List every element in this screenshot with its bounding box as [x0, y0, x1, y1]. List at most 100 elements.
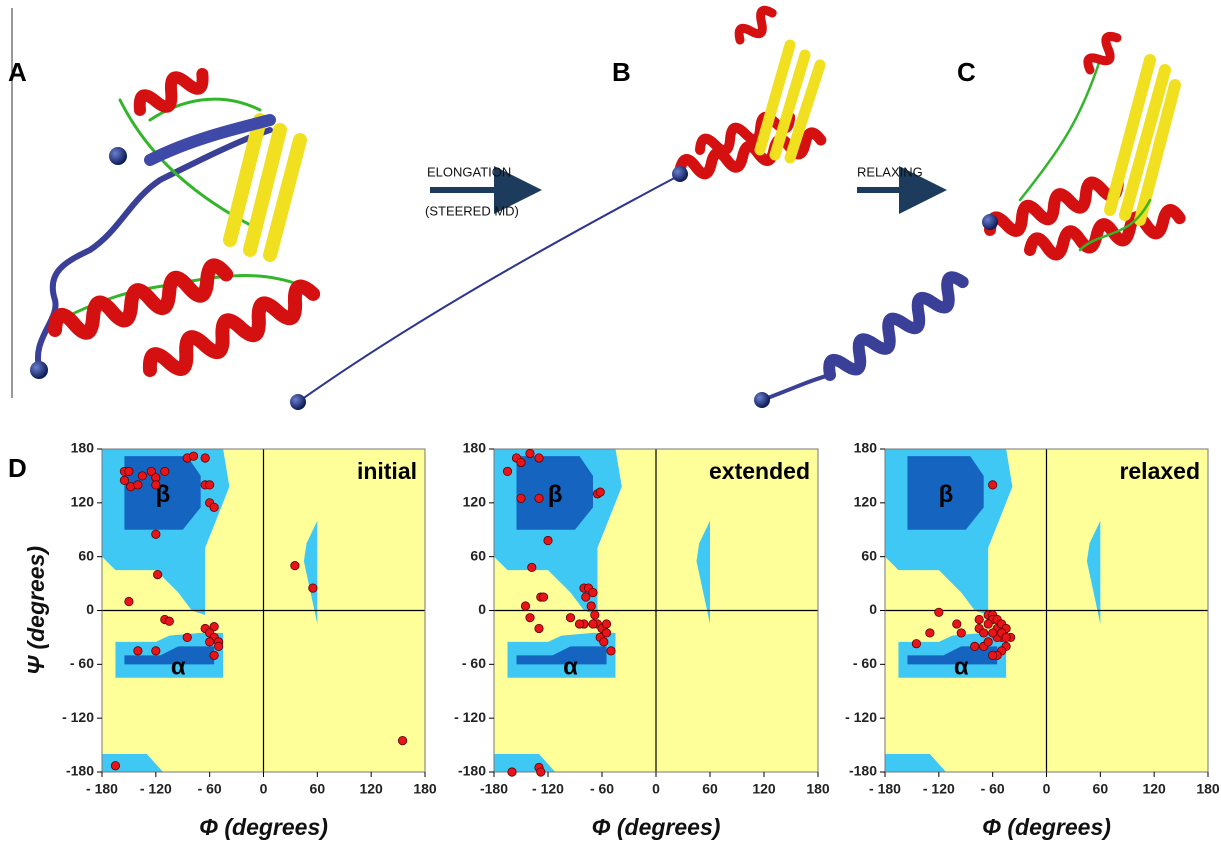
point: [205, 480, 215, 490]
panel-label: A: [8, 57, 27, 87]
plot: - 180 - 120 - 60 0 60 120 180 -180 - 120 - 60 0 60 1…: [23, 440, 437, 840]
x-tick-label: - 60: [981, 781, 1005, 797]
point: [536, 767, 546, 777]
step-label: (STEERED MD): [425, 203, 519, 218]
point: [151, 529, 161, 539]
x-tick-label: - 120: [140, 781, 172, 797]
point: [151, 480, 161, 490]
point: [153, 570, 163, 580]
y-tick-label: 120: [463, 494, 487, 510]
point: [209, 622, 219, 632]
point: [911, 639, 922, 649]
point: [534, 453, 544, 463]
point: [205, 637, 215, 647]
y-tick-label: 180: [71, 440, 95, 456]
region-label: α: [563, 653, 578, 680]
point: [988, 650, 998, 660]
plot: -180 - 120 - 60 0 60 120 180 -180 - 120 - 60 0 60 12…: [454, 440, 830, 840]
y-axis-title: Ψ (degrees): [23, 546, 49, 675]
x-axis-title: Φ (degrees): [982, 814, 1111, 840]
point: [124, 596, 134, 607]
x-tick-label: 120: [1142, 781, 1166, 797]
y-tick-label: 60: [861, 547, 877, 563]
point: [502, 466, 513, 477]
y-tick-label: - 120: [845, 709, 877, 725]
y-tick-label: - 60: [853, 655, 877, 671]
x-tick-label: 120: [752, 781, 776, 797]
point: [534, 493, 544, 503]
point: [543, 535, 553, 546]
point: [988, 480, 998, 490]
region: [1086, 520, 1101, 624]
y-tick-label: 60: [78, 547, 94, 563]
x-tick-label: 60: [702, 781, 718, 797]
point: [574, 619, 585, 629]
point: [538, 592, 549, 602]
panel-label: C: [957, 57, 976, 87]
point: [934, 607, 944, 617]
point: [525, 448, 535, 459]
point: [581, 592, 591, 602]
point: [988, 628, 998, 638]
point: [983, 619, 993, 629]
point: [182, 632, 192, 643]
point: [133, 646, 143, 656]
point: [200, 453, 210, 463]
y-tick-label: 120: [854, 494, 878, 510]
y-tick-label: 0: [869, 601, 877, 617]
protein-a: [30, 68, 321, 379]
point: [133, 480, 143, 490]
region-label: α: [171, 653, 186, 680]
x-tick-label: 180: [806, 781, 830, 797]
panel-label: B: [612, 57, 631, 87]
x-tick-label: 60: [310, 781, 326, 797]
point: [601, 619, 612, 629]
panel-label: D: [8, 453, 27, 483]
y-tick-label: 180: [463, 440, 487, 456]
y-tick-label: -180: [849, 763, 877, 779]
point: [160, 466, 170, 477]
x-axis-title: Φ (degrees): [199, 814, 328, 840]
region-label: β: [548, 481, 563, 508]
y-tick-label: 0: [478, 601, 486, 617]
point: [110, 761, 121, 771]
point: [119, 475, 130, 486]
x-tick-label: - 120: [532, 781, 564, 797]
point: [214, 641, 224, 651]
point: [397, 735, 408, 746]
point: [595, 487, 605, 497]
protein-b: [290, 5, 827, 410]
y-tick-label: 0: [86, 601, 94, 617]
point: [979, 628, 989, 638]
point: [516, 457, 526, 468]
x-tick-label: - 120: [923, 781, 955, 797]
region: [124, 646, 215, 665]
point: [525, 613, 535, 623]
point: [586, 601, 596, 611]
point: [534, 623, 544, 634]
step-label: ELONGATION: [427, 164, 511, 179]
y-tick-label: 180: [854, 440, 878, 456]
point: [601, 628, 612, 638]
point: [565, 613, 576, 623]
point: [970, 641, 980, 651]
y-tick-label: -180: [66, 763, 94, 779]
x-tick-label: 180: [1196, 781, 1220, 797]
region: [303, 520, 318, 624]
x-tick-label: 0: [652, 781, 660, 797]
region-label: β: [939, 481, 954, 508]
point: [974, 614, 984, 625]
point: [588, 619, 598, 629]
y-tick-label: - 120: [454, 709, 486, 725]
y-tick-label: -180: [458, 763, 486, 779]
x-tick-label: 60: [1093, 781, 1109, 797]
x-tick-label: 180: [413, 781, 437, 797]
point: [520, 601, 531, 611]
point: [599, 637, 609, 647]
point: [209, 502, 219, 512]
y-tick-label: 60: [470, 547, 486, 563]
x-axis-title: Φ (degrees): [592, 814, 721, 840]
plot-label: initial: [357, 458, 417, 484]
point: [308, 583, 318, 593]
region: [516, 646, 607, 665]
